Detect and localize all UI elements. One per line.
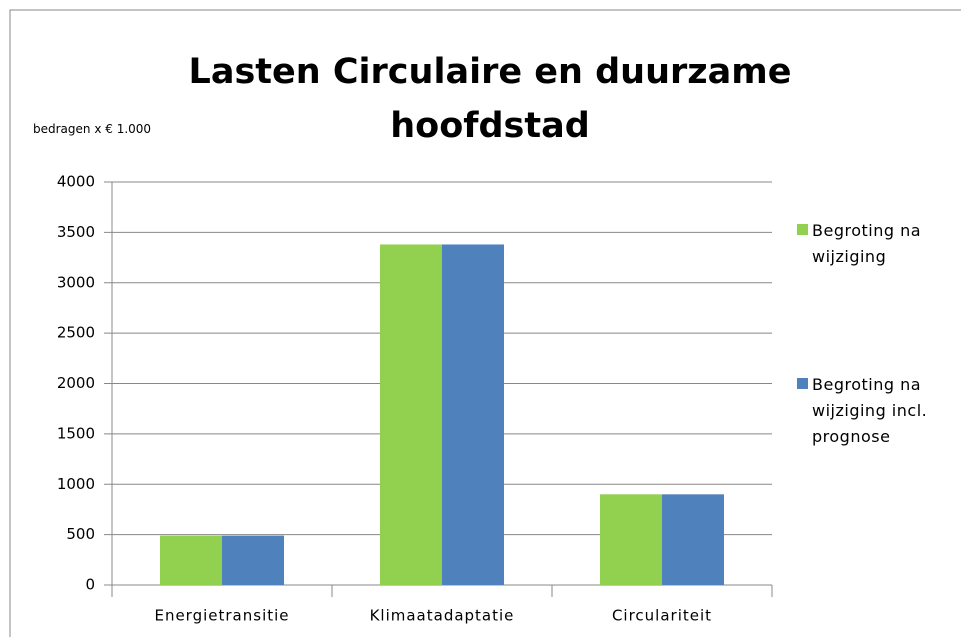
bar [222,535,284,585]
bar [600,494,662,585]
bar [380,244,442,585]
y-tick-label: 1000 [57,475,95,493]
legend-label: Begroting na wijziging incl. prognose [812,375,928,446]
x-tick-label: Energietransitie [154,607,289,625]
y-tick-label: 4000 [57,173,95,191]
bar [662,494,724,585]
frame [9,9,961,637]
y-tick-label: 0 [85,576,95,594]
chart-subtitle: bedragen x € 1.000 [33,122,152,136]
y-tick-label: 500 [66,525,95,543]
y-tick-label: 3000 [57,273,95,291]
y-tick-label: 2500 [57,324,95,342]
bar [160,535,222,585]
legend-swatch [797,224,808,235]
y-tick-label: 2000 [57,374,95,392]
x-tick-label: Klimaatadaptatie [370,607,515,625]
y-tick-label: 1500 [57,424,95,442]
legend-swatch [797,378,808,389]
bar [442,244,504,585]
y-tick-label: 3500 [57,223,95,241]
legend-label: Begroting na wijziging [812,221,922,266]
chart-title: Lasten Circulaire en duurzame hoofdstad [188,52,792,146]
x-tick-label: Circulariteit [612,607,712,625]
